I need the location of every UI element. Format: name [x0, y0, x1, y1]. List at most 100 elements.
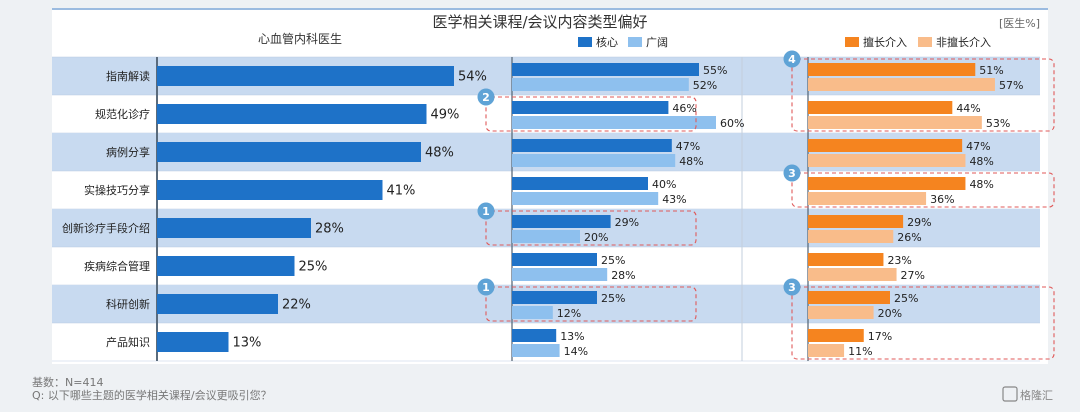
interv-bar [808, 63, 976, 76]
core-bar [512, 291, 597, 304]
broad-bar [512, 230, 580, 243]
legend-swatch-core [578, 37, 592, 47]
legend-label-interv: 擅长介入 [863, 35, 907, 49]
data-label: 13% [560, 330, 584, 343]
callout-badge [783, 164, 801, 182]
data-label: 47% [966, 140, 990, 153]
interv-bar [808, 177, 966, 190]
legend-label-broad: 广阔 [646, 36, 668, 49]
data-label: 27% [901, 269, 925, 282]
data-label: 36% [930, 193, 954, 206]
noninterv-bar [808, 78, 995, 91]
callout-badge-number: 2 [482, 91, 490, 104]
callout-badge-number: 3 [788, 167, 796, 180]
data-label: 17% [868, 330, 892, 343]
category-label: 指南解读 [106, 69, 150, 83]
callout-badge [477, 88, 495, 106]
watermark-logo-icon [1002, 386, 1018, 402]
overall-bar [157, 294, 278, 314]
overall-bar [157, 180, 383, 200]
footnote-base: 基数：N=414 [32, 376, 103, 389]
data-label: 46% [672, 102, 696, 115]
data-label: 60% [720, 117, 744, 130]
data-label: 48% [425, 146, 454, 161]
data-label: 12% [557, 307, 581, 320]
core-bar [512, 139, 672, 152]
data-label: 20% [878, 307, 902, 320]
core-bar [512, 63, 699, 76]
callout-badge-number: 3 [788, 281, 796, 294]
data-label: 40% [652, 178, 676, 191]
highlight-box [485, 286, 697, 322]
noninterv-bar [808, 192, 927, 205]
category-label: 病例分享 [106, 145, 150, 159]
noninterv-bar [808, 230, 894, 243]
data-label: 54% [458, 70, 487, 85]
interv-bar [808, 215, 904, 228]
category-label: 规范化诊疗 [95, 107, 150, 121]
data-label: 48% [969, 178, 993, 191]
overall-bar [157, 256, 295, 276]
category-label: 创新诊疗手段介绍 [62, 221, 150, 235]
callout-badge-number: 1 [482, 281, 490, 294]
data-label: 57% [999, 79, 1023, 92]
overall-bar [157, 104, 427, 124]
callout-badge [783, 50, 801, 68]
highlight-box [791, 58, 1055, 132]
noninterv-bar [808, 268, 897, 281]
highlight-box [791, 286, 1055, 360]
data-label: 28% [315, 222, 344, 237]
data-label: 41% [387, 184, 416, 199]
data-label: 53% [986, 117, 1010, 130]
data-label: 22% [282, 298, 311, 313]
data-label: 25% [894, 292, 918, 305]
noninterv-bar [808, 344, 845, 357]
category-label: 产品知识 [106, 335, 150, 349]
interv-bar [808, 329, 864, 342]
core-bar [512, 329, 557, 342]
data-label: 51% [979, 64, 1003, 77]
data-label: 28% [611, 269, 635, 282]
interv-bar [808, 291, 890, 304]
data-label: 44% [956, 102, 980, 115]
top-rule [52, 8, 1048, 10]
highlight-box [485, 96, 697, 132]
legend-label-noninterv: 非擅长介入 [936, 35, 991, 49]
callout-badge-number: 1 [482, 205, 490, 218]
broad-bar [512, 154, 676, 167]
core-bar [512, 253, 597, 266]
broad-bar [512, 306, 553, 319]
data-label: 25% [299, 260, 328, 275]
interv-bar [808, 253, 884, 266]
callout-badge [783, 278, 801, 296]
category-label: 科研创新 [106, 297, 150, 311]
data-label: 25% [601, 292, 625, 305]
highlight-callouts: 2 1 1 4 3 3 [477, 50, 1055, 360]
overall-bar [157, 66, 454, 86]
core-bar [512, 177, 648, 190]
broad-bar [512, 268, 608, 281]
data-label: 26% [897, 231, 921, 244]
data-label: 23% [887, 254, 911, 267]
legend-label-core: 核心 [596, 35, 618, 49]
core-bar [512, 215, 611, 228]
overall-bar [157, 142, 421, 162]
broad-bar [512, 192, 659, 205]
data-label: 20% [584, 231, 608, 244]
broad-bar [512, 116, 716, 129]
data-label: 29% [907, 216, 931, 229]
category-label: 疾病综合管理 [84, 259, 150, 273]
noninterv-bar [808, 306, 874, 319]
data-label: 47% [676, 140, 700, 153]
highlight-box [485, 210, 697, 246]
data-label: 49% [431, 108, 460, 123]
chart-subtitle: 心血管内科医生 [258, 31, 342, 46]
overall-bar [157, 218, 311, 238]
bar-marks: 指南解读规范化诊疗病例分享实操技巧分享创新诊疗手段介绍疾病综合管理科研创新产品知… [62, 63, 1023, 358]
legend-swatch-broad [628, 37, 642, 47]
overall-bar [157, 332, 229, 352]
data-label: 29% [615, 216, 639, 229]
data-label: 48% [969, 155, 993, 168]
callout-badge [477, 278, 495, 296]
chart-title: 医学相关课程/会议内容类型偏好 [432, 13, 647, 31]
